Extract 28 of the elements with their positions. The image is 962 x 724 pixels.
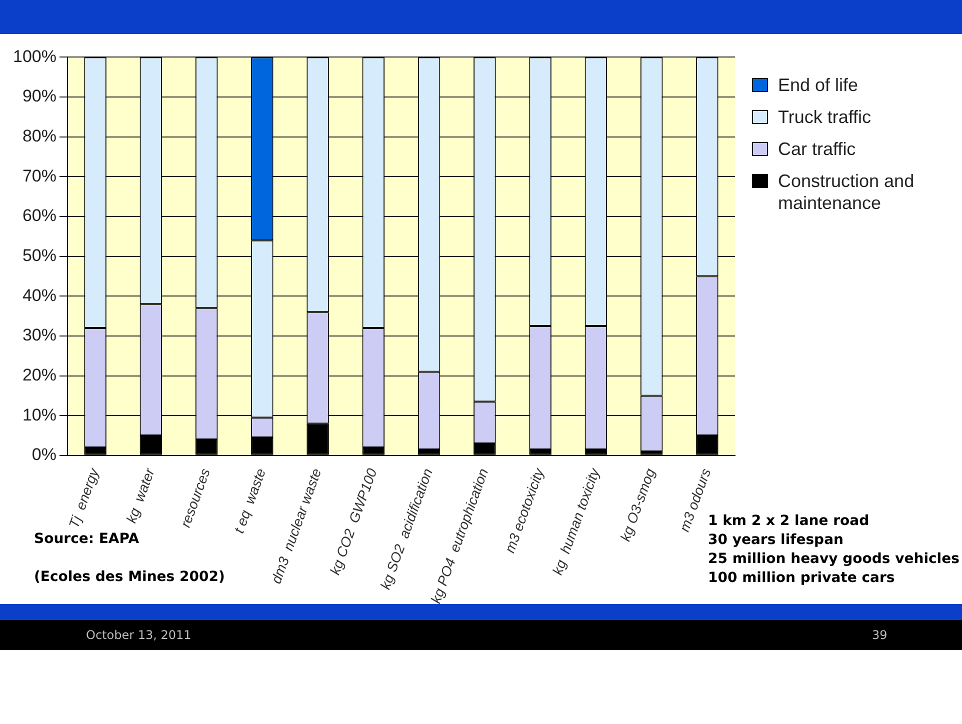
x-tick-label: kg water <box>122 464 158 525</box>
legend-label: Car traffic <box>778 138 856 160</box>
x-tick-label: t eq waste <box>230 466 269 536</box>
text: 100 million private cars <box>708 569 896 588</box>
text: (Ecoles des Mines 2002) <box>34 568 225 587</box>
source-note: Source: EAPA <box>34 530 140 549</box>
x-tick-label: Tj energy <box>65 465 102 530</box>
text: 39 <box>872 628 888 642</box>
y-tick-label: 30% <box>22 326 56 345</box>
text: 30 years lifespan <box>708 531 844 550</box>
x-tick-label: kg human toxicity <box>549 465 603 577</box>
x-tick-label: dm3 nuclear waste <box>268 466 324 586</box>
y-tick-label: 50% <box>22 246 56 265</box>
y-tick-label: 10% <box>22 405 56 424</box>
text: 25 million heavy goods vehicles <box>708 550 960 569</box>
legend-label: Truck traffic <box>778 106 872 128</box>
legend-label: Construction and maintenance <box>778 170 916 214</box>
y-tick-label: 100% <box>12 46 56 66</box>
y-tick-label: 0% <box>32 445 56 464</box>
y-tick-label: 90% <box>22 86 56 106</box>
legend-label: End of life <box>778 74 858 96</box>
y-tick-label: 80% <box>22 126 56 146</box>
text: 1 km 2 x 2 lane road <box>708 512 870 531</box>
y-tick-label: 40% <box>22 286 56 305</box>
y-tick-label: 70% <box>22 166 56 186</box>
y-tick-label: 20% <box>22 365 56 384</box>
y-tick-label: 60% <box>22 206 56 226</box>
text: October 13, 2011 <box>86 628 192 642</box>
